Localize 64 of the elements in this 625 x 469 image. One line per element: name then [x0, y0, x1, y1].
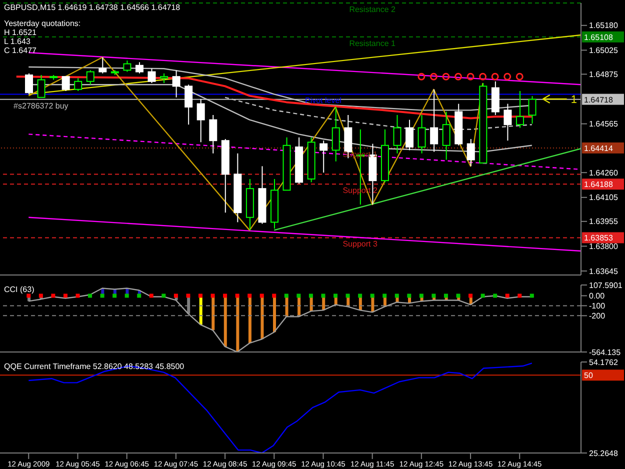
y-tick-label: -200 [589, 312, 606, 321]
ref-line-label: 1.63853 [584, 234, 614, 243]
bar [236, 296, 240, 352]
bar [272, 296, 276, 332]
y-tick-label: 1.63955 [589, 217, 618, 226]
ref-line-label: 1.64414 [584, 144, 614, 153]
bar [248, 296, 252, 344]
candlestick [98, 56, 107, 74]
y-tick-label: 1.63800 [589, 242, 618, 252]
candlestick [123, 60, 132, 72]
candlestick [528, 96, 536, 124]
candlestick [516, 90, 524, 128]
y-tick-label: 1.65180 [589, 21, 618, 30]
y-tick-label: 1.64875 [589, 70, 618, 80]
annotation: H 1.6521 [4, 28, 38, 37]
ref-line-label: 1.65108 [584, 32, 614, 42]
candlestick [393, 114, 402, 154]
candlestick [332, 106, 340, 162]
y-tick-label: -564.135 [589, 348, 622, 357]
candlestick [74, 78, 82, 92]
y-tick-label: 25.2648 [589, 448, 618, 458]
candlestick [430, 88, 438, 152]
bar [224, 296, 227, 347]
annotation: Resistance 2 [349, 5, 396, 14]
annotation: Resistance 1 [349, 38, 396, 48]
annotation: Support 3 [342, 240, 378, 249]
ref-line-label: 50 [584, 371, 594, 380]
annotation: #s2786372 buy [14, 101, 68, 110]
candlestick [148, 68, 156, 84]
y-tick-label: -100 [589, 302, 606, 311]
y-tick-label: 107.5901 [589, 280, 623, 290]
candlestick [37, 74, 46, 98]
candlestick [184, 84, 193, 126]
candlestick [320, 140, 328, 174]
chart-title: GBPUSD,M15 1.64619 1.64738 1.64566 1.64718 [4, 3, 181, 12]
candlestick [491, 80, 500, 116]
candlestick [25, 72, 34, 95]
chart-title: CCI (63) [4, 285, 35, 294]
y-tick-label: 1.63645 [589, 266, 618, 276]
y-tick-label: 0.00 [589, 292, 606, 301]
y-tick-label: 1.65025 [589, 46, 618, 56]
candlestick [209, 114, 218, 154]
y-tick-label: 1.64565 [589, 120, 618, 129]
candlestick [196, 98, 205, 143]
y-tick-label: 1.64260 [589, 168, 618, 178]
y-tick-label: 54.1762 [589, 358, 618, 367]
candlestick [418, 114, 426, 154]
candlestick [86, 70, 94, 86]
candlestick [172, 70, 180, 98]
bar [260, 296, 264, 340]
candlestick [62, 76, 70, 92]
candlestick [160, 72, 168, 84]
candlestick [406, 119, 414, 151]
candlestick [135, 62, 144, 74]
annotation: C 1.6477 [4, 46, 38, 55]
candlestick [504, 103, 512, 142]
candlestick [442, 111, 450, 160]
y-tick-label: 1.64105 [589, 193, 618, 202]
ref-line-label: 1.64188 [584, 180, 614, 190]
annotation: Yesterday quotations: [4, 19, 81, 28]
annotation: L 1.643 [4, 37, 31, 46]
bar [212, 296, 215, 330]
ref-line-label: 1.64718 [584, 95, 614, 104]
candlestick [466, 138, 475, 167]
